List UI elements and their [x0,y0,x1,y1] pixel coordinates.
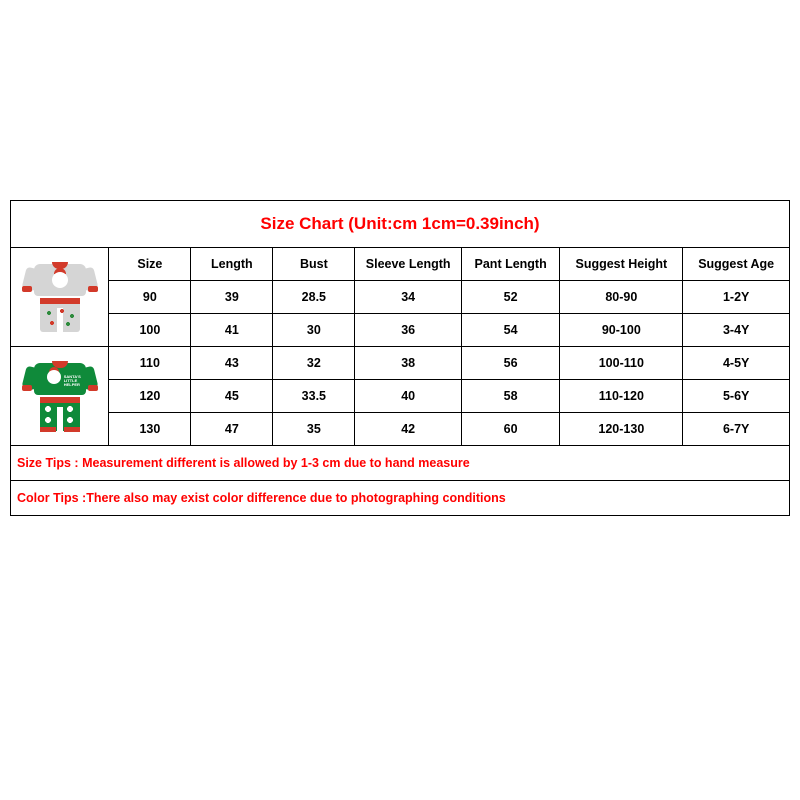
cell: 110-120 [560,380,683,413]
cell: 39 [191,281,273,314]
cell: 43 [191,347,273,380]
cell: 4-5Y [683,347,790,380]
cell: 80-90 [560,281,683,314]
table-row: SANTA'S LITTLE HELPER 110 43 32 38 56 10… [11,347,790,380]
cell: 90 [109,281,191,314]
col-suggest-height: Suggest Height [560,248,683,281]
cell: 60 [461,413,559,446]
size-tips-body: Measurement different is allowed by 1-3 … [82,456,470,470]
cell: 120 [109,380,191,413]
cell: 3-4Y [683,314,790,347]
cell: 58 [461,380,559,413]
cell: 120-130 [560,413,683,446]
cell: 100-110 [560,347,683,380]
chart-title-text: Size Chart (Unit:cm 1cm=0.39inch) [260,214,539,233]
col-bust: Bust [273,248,355,281]
cell: 5-6Y [683,380,790,413]
cell: 41 [191,314,273,347]
col-size: Size [109,248,191,281]
cell: 47 [191,413,273,446]
cell: 36 [355,314,462,347]
col-pant-length: Pant Length [461,248,559,281]
col-sleeve-length: Sleeve Length [355,248,462,281]
table-row: 100 41 30 36 54 90-100 3-4Y [11,314,790,347]
col-suggest-age: Suggest Age [683,248,790,281]
cell: 28.5 [273,281,355,314]
cell: 45 [191,380,273,413]
green-pajama-icon: SANTA'S LITTLE HELPER [20,357,100,435]
cell: 33.5 [273,380,355,413]
cell: 52 [461,281,559,314]
color-tips-body: There also may exist color difference du… [86,491,506,505]
size-tips-label: Size Tips : [17,456,82,470]
cell: 32 [273,347,355,380]
cell: 90-100 [560,314,683,347]
table-row: 130 47 35 42 60 120-130 6-7Y [11,413,790,446]
table-row: 120 45 33.5 40 58 110-120 5-6Y [11,380,790,413]
product-image-1 [11,248,109,347]
cell: 30 [273,314,355,347]
cell: 130 [109,413,191,446]
cell: 35 [273,413,355,446]
cell: 6-7Y [683,413,790,446]
size-chart-table: Size Chart (Unit:cm 1cm=0.39inch) Size L… [10,200,790,516]
color-tips-label: Color Tips : [17,491,86,505]
cell: 110 [109,347,191,380]
cell: 56 [461,347,559,380]
size-tips-row: Size Tips : Measurement different is all… [11,446,790,481]
size-tips: Size Tips : Measurement different is all… [11,446,790,481]
title-row: Size Chart (Unit:cm 1cm=0.39inch) [11,201,790,248]
table-row: 90 39 28.5 34 52 80-90 1-2Y [11,281,790,314]
size-chart-container: Size Chart (Unit:cm 1cm=0.39inch) Size L… [10,200,790,516]
cell: 100 [109,314,191,347]
color-tips-row: Color Tips :There also may exist color d… [11,481,790,516]
cell: 1-2Y [683,281,790,314]
product-image-2: SANTA'S LITTLE HELPER [11,347,109,446]
color-tips: Color Tips :There also may exist color d… [11,481,790,516]
cell: 42 [355,413,462,446]
col-length: Length [191,248,273,281]
header-row: Size Length Bust Sleeve Length Pant Leng… [11,248,790,281]
cell: 54 [461,314,559,347]
cell: 38 [355,347,462,380]
cell: 40 [355,380,462,413]
chart-title: Size Chart (Unit:cm 1cm=0.39inch) [11,201,790,248]
cell: 34 [355,281,462,314]
gray-pajama-icon [20,258,100,336]
